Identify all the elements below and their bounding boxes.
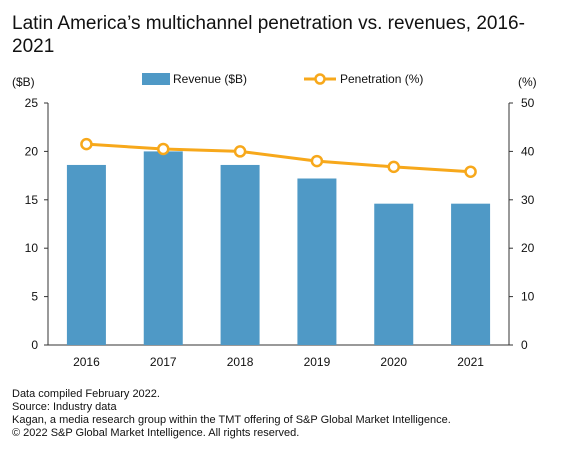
legend-penetration-marker xyxy=(314,73,326,85)
footer-publisher: Kagan, a media research group within the… xyxy=(12,414,451,426)
x-tick-label: 2021 xyxy=(457,355,484,369)
x-tick-label: 2020 xyxy=(380,355,407,369)
penetration-point xyxy=(464,165,477,178)
x-tick-label: 2019 xyxy=(304,355,331,369)
penetration-point xyxy=(387,160,400,174)
footer-copyright: © 2022 S&P Global Market Intelligence. A… xyxy=(12,427,300,439)
left-tick-label: 25 xyxy=(25,96,39,110)
revenue-bar xyxy=(297,178,337,345)
revenue-bar xyxy=(66,164,106,345)
x-tick-label: 2016 xyxy=(73,355,100,369)
revenue-bar xyxy=(374,203,414,345)
penetration-point xyxy=(80,137,93,151)
left-tick-label: 10 xyxy=(25,241,39,255)
right-tick-label: 50 xyxy=(521,96,535,110)
left-tick-label: 0 xyxy=(31,338,38,352)
penetration-point xyxy=(310,154,324,168)
right-axis-unit: (%) xyxy=(518,75,537,89)
legend-revenue-label: Revenue ($B) xyxy=(173,72,247,86)
revenue-bar xyxy=(451,203,491,345)
x-tick-label: 2018 xyxy=(227,355,254,369)
revenue-bar xyxy=(143,151,183,345)
legend-penetration-label: Penetration (%) xyxy=(340,72,423,86)
footer-notes: Data compiled February 2022. Source: Ind… xyxy=(12,388,451,440)
right-tick-label: 20 xyxy=(521,241,535,255)
penetration-line xyxy=(86,142,471,174)
legend-revenue-swatch xyxy=(142,73,170,85)
revenue-bar xyxy=(220,164,260,345)
chart-title: Latin America’s multichannel penetration… xyxy=(12,13,525,57)
left-tick-label: 5 xyxy=(31,290,38,304)
footer-compiled: Data compiled February 2022. xyxy=(12,388,160,400)
right-tick-label: 40 xyxy=(521,144,535,158)
x-tick-label: 2017 xyxy=(150,355,177,369)
left-axis-unit: ($B) xyxy=(12,75,35,89)
footer-source: Source: Industry data xyxy=(12,401,117,413)
right-tick-label: 0 xyxy=(521,338,528,352)
left-tick-label: 15 xyxy=(25,193,39,207)
left-tick-label: 20 xyxy=(25,144,39,158)
penetration-point xyxy=(157,142,170,156)
right-tick-label: 10 xyxy=(521,290,535,304)
right-tick-label: 30 xyxy=(521,193,535,207)
penetration-point xyxy=(233,145,247,158)
